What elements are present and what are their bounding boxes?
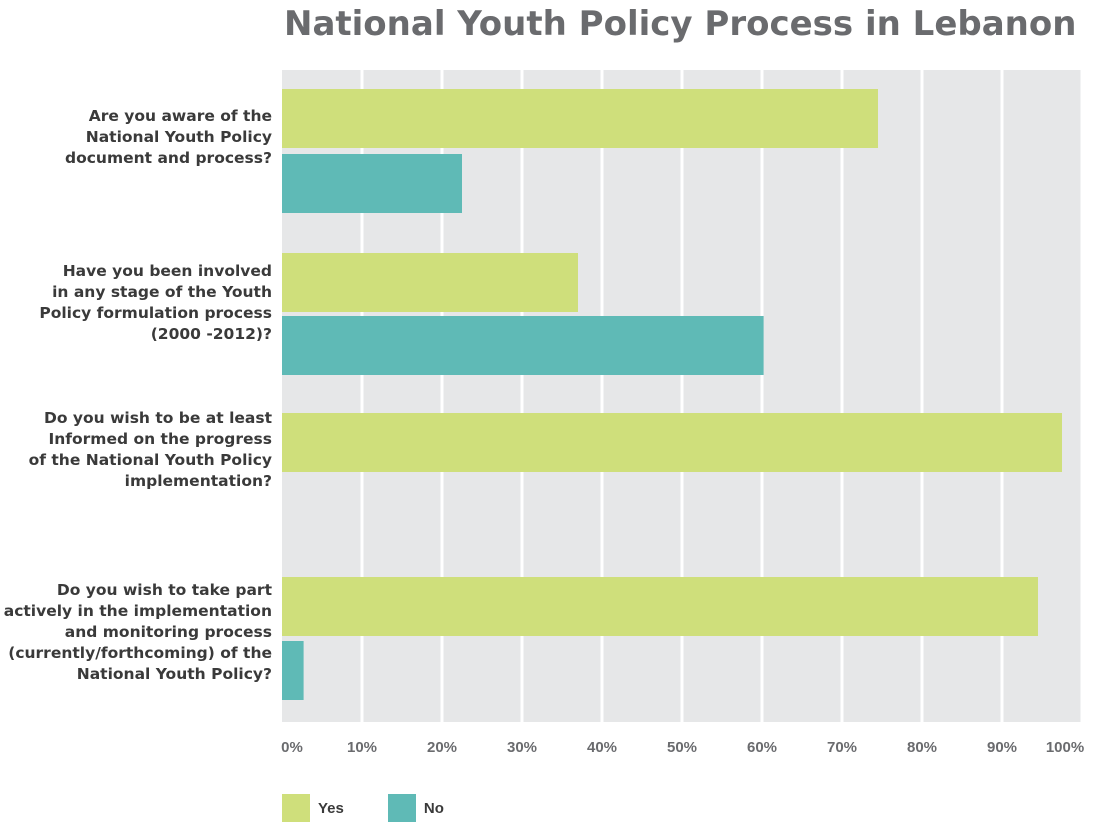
bar-yes-3	[282, 413, 1062, 472]
bar-no-4	[282, 641, 304, 700]
category-label-line: Have you been involved	[62, 262, 272, 280]
x-tick-label: 10%	[347, 739, 377, 756]
legend: Yes No	[282, 794, 444, 822]
category-label-line: document and process?	[65, 149, 272, 167]
x-tick-label: 30%	[507, 739, 537, 756]
category-label-line: (2000 -2012)?	[150, 325, 272, 343]
x-tick-label: 0%	[281, 739, 303, 756]
category-label-line: (currently/forthcoming) of the	[8, 644, 272, 662]
bar-yes-2	[282, 253, 578, 312]
category-label-line: actively in the implementation	[3, 602, 272, 620]
x-tick-label: 70%	[827, 739, 857, 756]
bar-no-1	[282, 154, 462, 213]
category-label-1: Are you aware of the National Youth Polic…	[0, 106, 272, 169]
category-label-line: Policy formulation process	[39, 304, 272, 322]
legend-swatch-yes	[282, 794, 310, 822]
category-label-line: Informed on the progress	[48, 430, 272, 448]
category-label-line: Do you wish to be at least	[43, 409, 272, 427]
bar-yes-4	[282, 577, 1038, 636]
legend-item-yes: Yes	[282, 794, 344, 822]
category-label-line: implementation?	[124, 472, 272, 490]
x-tick-label: 40%	[587, 739, 617, 756]
legend-swatch-no	[387, 794, 416, 822]
x-tick-label: 90%	[987, 739, 1017, 756]
bar-no-2	[282, 316, 764, 375]
legend-item-no: No	[387, 794, 444, 822]
category-label-line: National Youth Policy	[85, 128, 272, 146]
legend-label-yes: Yes	[318, 799, 344, 817]
x-tick-label: 60%	[747, 739, 777, 756]
category-label-line: in any stage of the Youth	[52, 283, 272, 301]
legend-label-no: No	[423, 799, 444, 817]
category-label-2: Have you been involved in any stage of th…	[0, 261, 272, 345]
category-label-line: and monitoring process	[64, 623, 272, 641]
category-label-line: Are you aware of the	[88, 107, 272, 125]
x-tick-label: 50%	[667, 739, 697, 756]
x-tick-label: 100%	[1046, 739, 1084, 756]
x-tick-label: 80%	[907, 739, 937, 756]
category-label-3: Do you wish to be at least Informed on th…	[0, 408, 272, 492]
category-label-line: of the National Youth Policy	[28, 451, 272, 469]
category-label-line: National Youth Policy?	[76, 665, 272, 683]
x-tick-label: 20%	[427, 739, 457, 756]
category-label-line: Do you wish to take part	[56, 581, 272, 599]
category-label-4: Do you wish to take part actively in the …	[0, 580, 272, 685]
bar-yes-1	[282, 89, 878, 148]
chart-title: National Youth Policy Process in Lebanon	[284, 4, 1077, 44]
